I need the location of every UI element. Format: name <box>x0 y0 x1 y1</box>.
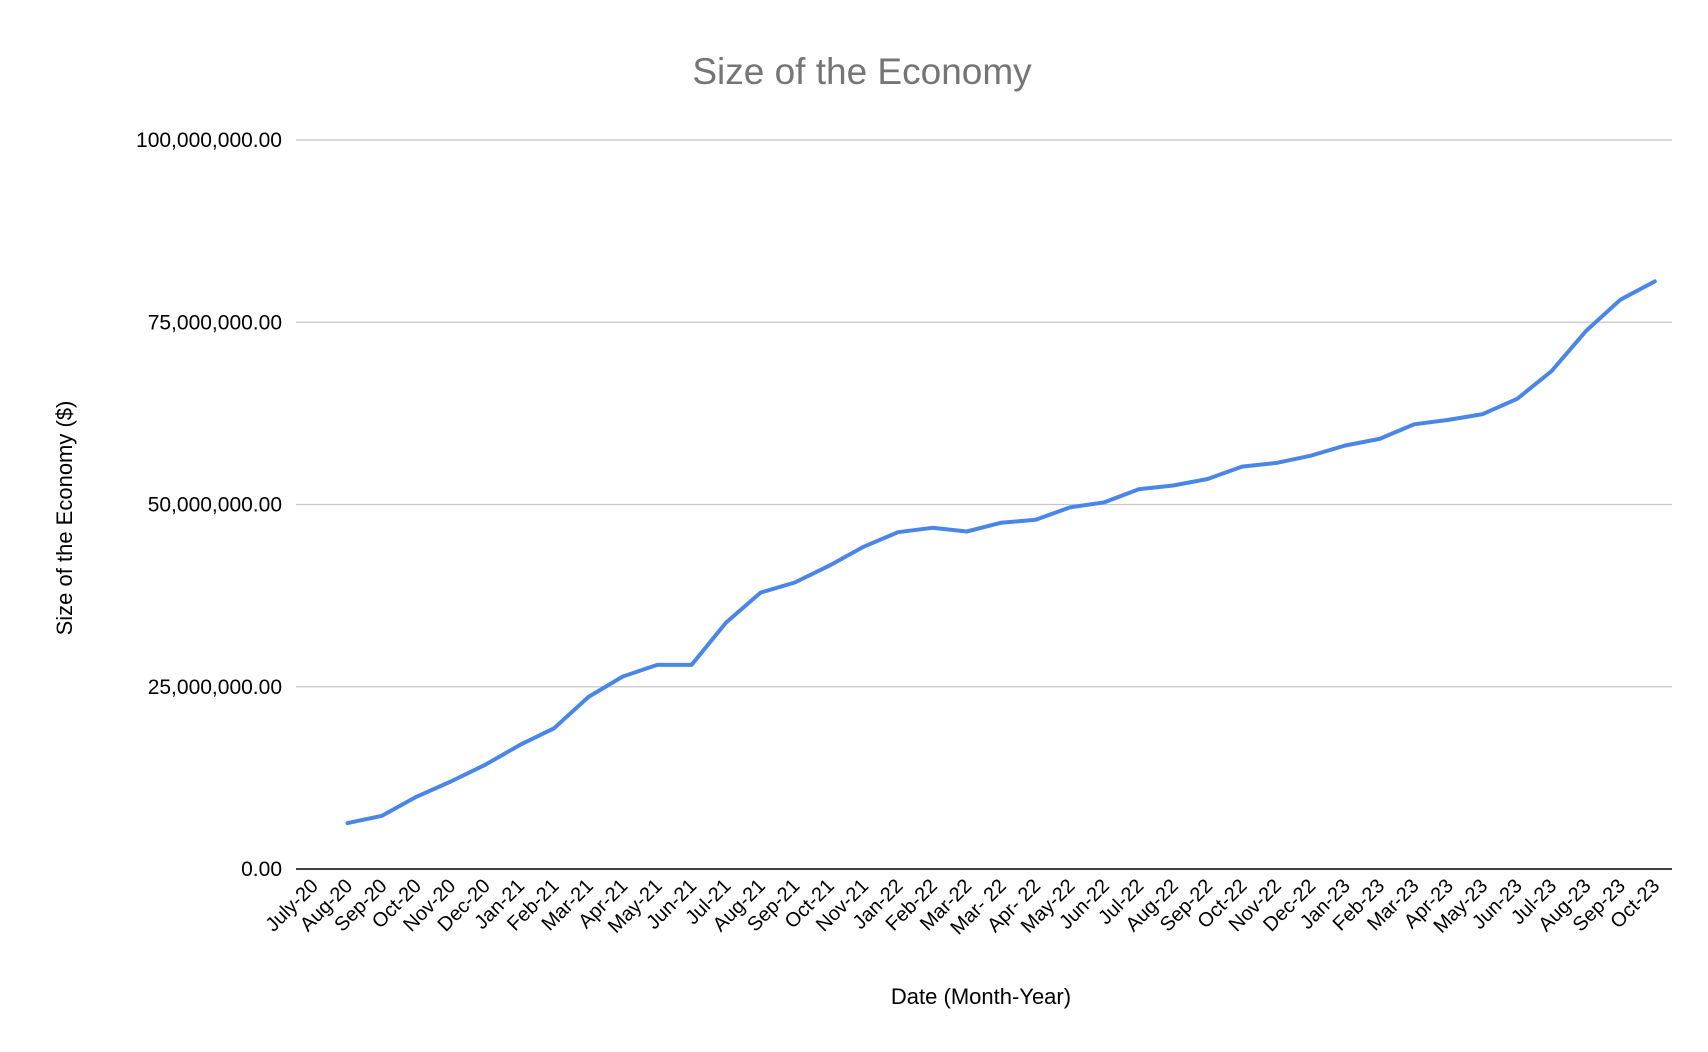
x-axis-label: Date (Month-Year) <box>891 984 1071 1009</box>
y-tick-label: 25,000,000.00 <box>148 676 282 699</box>
series-layer <box>345 279 1657 826</box>
y-tick-label: 75,000,000.00 <box>148 311 282 334</box>
y-tick-label: 100,000,000.00 <box>136 129 282 152</box>
x-axis-ticks: July-20Aug-20Sep-20Oct-20Nov-20Dec-20Jan… <box>262 875 1665 939</box>
y-tick-label: 0.00 <box>241 858 282 881</box>
gridlines <box>296 139 1672 870</box>
y-tick-label: 50,000,000.00 <box>148 494 282 517</box>
series-line <box>345 279 1657 826</box>
y-axis-ticks: 0.00 25,000,000.00 50,000,000.00 75,000,000… <box>136 129 282 881</box>
chart-title: Size of the Economy <box>692 51 1032 92</box>
y-axis-label: Size of the Economy ($) <box>52 401 77 636</box>
